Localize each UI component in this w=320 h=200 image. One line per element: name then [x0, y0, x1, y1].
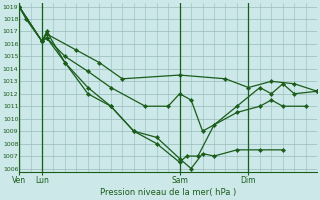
X-axis label: Pression niveau de la mer( hPa ): Pression niveau de la mer( hPa ) [100, 188, 236, 197]
